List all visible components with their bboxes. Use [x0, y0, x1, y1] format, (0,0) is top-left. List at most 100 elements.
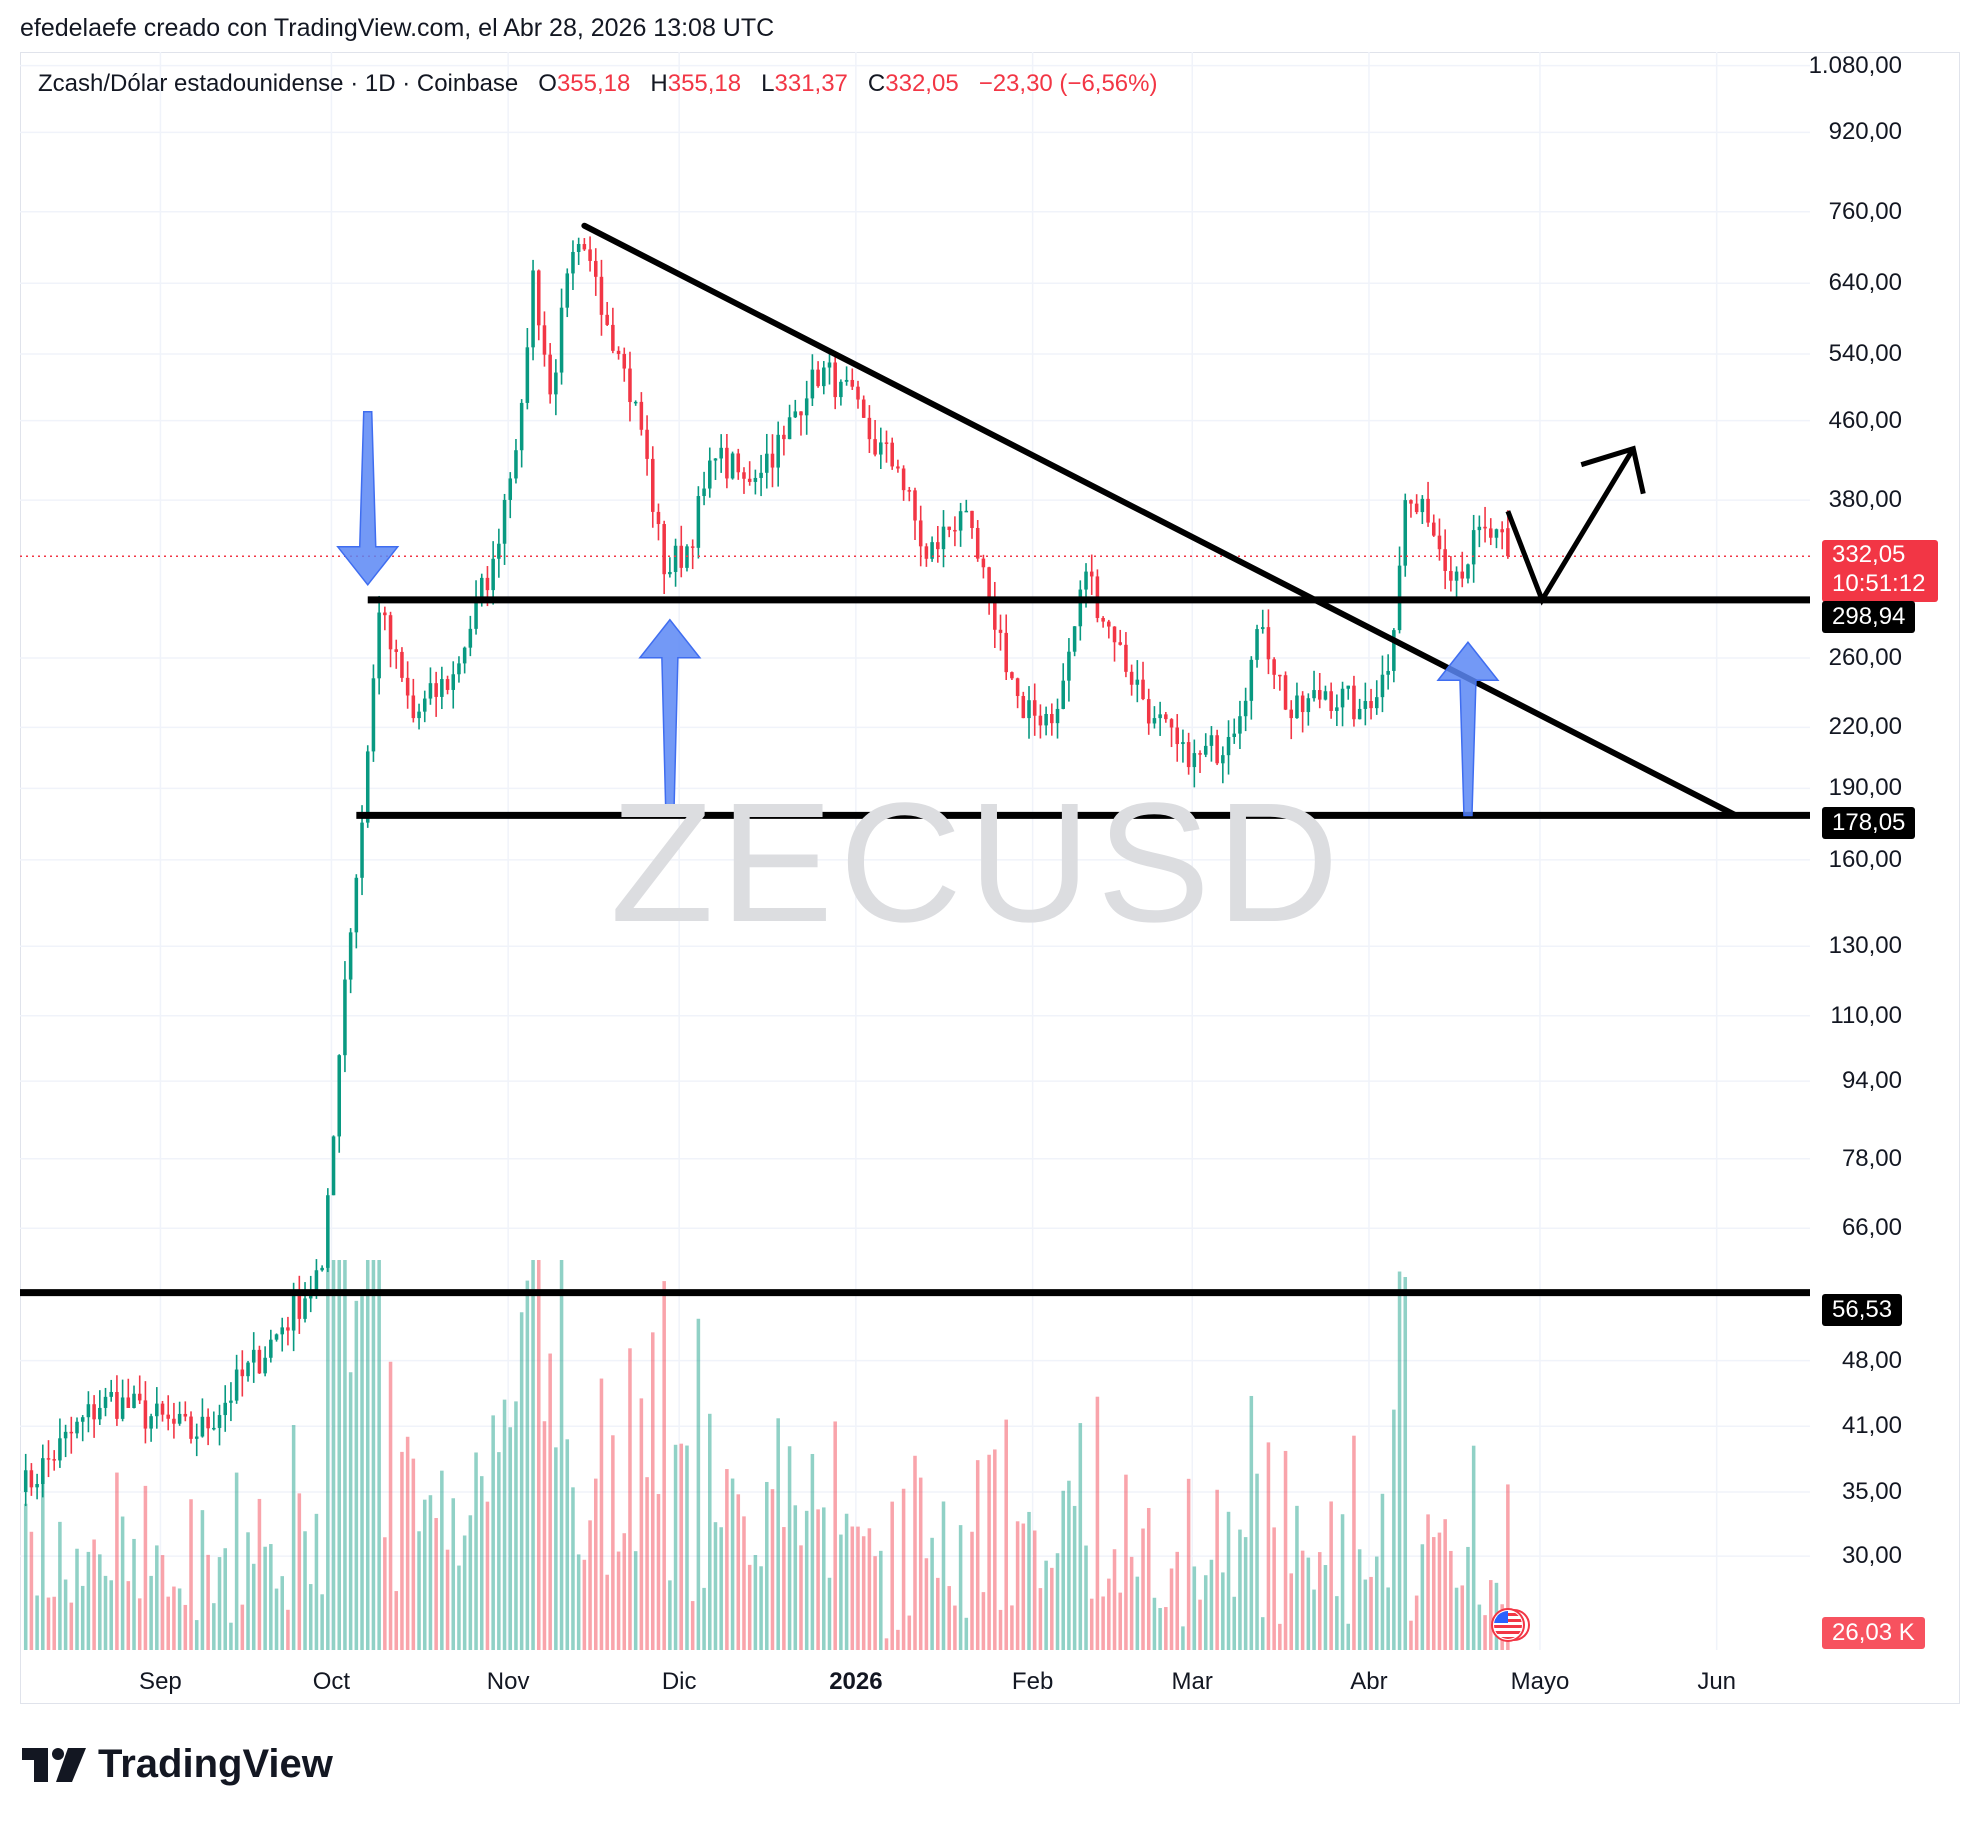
volume-bar	[941, 1501, 946, 1650]
candle-body	[1500, 529, 1504, 533]
candle-body	[149, 1416, 153, 1429]
candle-body	[787, 417, 792, 440]
candle-body	[303, 1298, 307, 1319]
candle-body	[559, 307, 564, 373]
price-tick-label: 41,00	[1841, 1412, 1902, 1440]
volume-bar	[1055, 1553, 1060, 1650]
candle-body	[86, 1404, 91, 1418]
candle-body	[1015, 678, 1020, 697]
candle-body	[422, 698, 427, 712]
candle-body	[1055, 708, 1060, 724]
volume-bar	[1044, 1560, 1048, 1650]
volume-bar	[1374, 1556, 1379, 1650]
volume-bar	[485, 1501, 490, 1650]
candle-body	[1209, 735, 1214, 746]
volume-bar	[377, 1260, 381, 1650]
volume-bar	[303, 1531, 307, 1650]
volume-bar	[98, 1554, 102, 1650]
candle-body	[633, 401, 638, 404]
candle-body	[1107, 621, 1111, 627]
volume-bar	[337, 1260, 342, 1650]
candle-body	[1203, 745, 1208, 755]
bar-countdown: 10:51:12	[1832, 570, 1926, 597]
candle-body	[1363, 701, 1368, 709]
volume-bar	[155, 1545, 159, 1650]
candle-body	[662, 524, 666, 575]
candle-body	[628, 368, 632, 403]
candle-body	[816, 369, 820, 387]
candle-body	[582, 244, 587, 250]
candle-body	[975, 527, 980, 559]
volume-bar	[1158, 1608, 1162, 1650]
candle-body	[217, 1415, 222, 1428]
candle-body	[120, 1397, 125, 1419]
volume-bar	[1221, 1572, 1225, 1650]
volume-bar	[576, 1554, 581, 1650]
volume-bar	[1340, 1514, 1345, 1650]
candle-body	[656, 511, 661, 525]
candle-body	[177, 1413, 182, 1424]
price-tick-label: 190,00	[1828, 774, 1902, 802]
candle-body	[1243, 700, 1248, 717]
candle-body	[742, 472, 746, 479]
volume-bar	[115, 1472, 119, 1650]
tradingview-logo[interactable]: TradingView	[22, 1742, 333, 1787]
volume-bar	[1089, 1598, 1094, 1650]
volume-bar	[690, 1601, 695, 1650]
candle-body	[41, 1458, 45, 1484]
candle-body	[229, 1400, 233, 1403]
volume-bar	[1203, 1575, 1208, 1650]
candle-body	[1032, 700, 1037, 716]
volume-bar	[884, 1638, 889, 1650]
volume-bar	[1466, 1546, 1470, 1650]
volume-bar	[559, 1260, 564, 1650]
candle-body	[759, 472, 763, 478]
candle-body	[80, 1417, 85, 1422]
candle-body	[571, 251, 575, 274]
candle-body	[1392, 630, 1396, 671]
candle-body	[63, 1431, 68, 1439]
candle-body	[622, 353, 627, 369]
candle-body	[1027, 700, 1031, 719]
candle-body	[685, 546, 689, 568]
candle-body	[1010, 672, 1014, 679]
volume-bar	[1386, 1587, 1390, 1650]
volume-bar	[269, 1544, 273, 1650]
volume-bar	[75, 1548, 79, 1650]
price-tick-label: 1.080,00	[1808, 51, 1902, 79]
volume-bar	[930, 1537, 934, 1650]
volume-bar	[1032, 1530, 1037, 1650]
time-tick-label: Nov	[486, 1668, 530, 1695]
volume-bar	[998, 1609, 1003, 1650]
candle-body	[485, 577, 490, 591]
volume-bar	[1226, 1511, 1231, 1650]
volume-bar	[953, 1605, 957, 1650]
volume-bar	[383, 1537, 387, 1650]
candle-body	[1215, 735, 1219, 764]
candle-body	[434, 683, 438, 697]
candle-body	[1118, 642, 1122, 645]
time-tick-label: Mar	[1171, 1668, 1213, 1695]
volume-bar	[901, 1488, 906, 1650]
candle-body	[246, 1362, 250, 1377]
candle-body	[605, 314, 609, 325]
candle-body	[1004, 632, 1008, 673]
chart-credit: efedelaefe creado con TradingView.com, e…	[20, 14, 775, 42]
volume-bar	[440, 1470, 444, 1650]
candle-body	[844, 379, 849, 382]
volume-bar	[23, 1503, 28, 1650]
price-tick-label: 94,00	[1841, 1067, 1902, 1095]
candle-body	[1278, 674, 1282, 677]
volume-bar	[867, 1528, 872, 1650]
volume-bar	[1426, 1514, 1430, 1650]
volume-bar	[177, 1588, 182, 1650]
chart-frame[interactable]	[20, 52, 1960, 1704]
volume-bar	[696, 1318, 701, 1650]
volume-bar	[656, 1494, 661, 1650]
volume-bar	[913, 1455, 917, 1650]
us-flag-icon[interactable]	[1490, 1605, 1530, 1645]
candle-body	[1101, 617, 1105, 622]
volume-bar	[844, 1513, 849, 1650]
candle-body	[1317, 690, 1322, 700]
